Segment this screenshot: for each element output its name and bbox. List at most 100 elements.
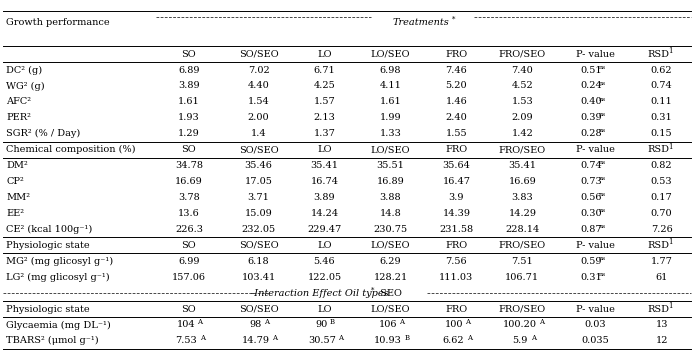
Text: SO/SEO: SO/SEO [238, 145, 279, 154]
Text: *: * [371, 286, 374, 294]
Text: LO/SEO: LO/SEO [371, 241, 410, 250]
Text: FRO: FRO [446, 49, 468, 59]
Text: 0.62: 0.62 [651, 66, 672, 74]
Text: A: A [531, 334, 536, 342]
Text: ns: ns [599, 208, 606, 213]
Text: A: A [468, 334, 473, 342]
Text: FRO: FRO [446, 145, 468, 154]
Text: CP²: CP² [6, 177, 24, 186]
Text: 4.11: 4.11 [380, 82, 401, 90]
Text: 0.73: 0.73 [581, 177, 602, 186]
Text: TBARS² (μmol g⁻¹): TBARS² (μmol g⁻¹) [6, 336, 99, 345]
Text: PER²: PER² [6, 113, 31, 122]
Text: 1.99: 1.99 [380, 113, 401, 122]
Text: 3.88: 3.88 [380, 193, 401, 202]
Text: 35.41: 35.41 [310, 161, 338, 170]
Text: 3.83: 3.83 [511, 193, 533, 202]
Text: 1.46: 1.46 [446, 98, 467, 106]
Text: 90: 90 [315, 320, 328, 329]
Text: 5.46: 5.46 [314, 257, 335, 266]
Text: 0.15: 0.15 [651, 129, 672, 138]
Text: A: A [200, 334, 205, 342]
Text: 122.05: 122.05 [308, 273, 342, 282]
Text: Chemical composition (%): Chemical composition (%) [6, 145, 136, 154]
Text: 0.74: 0.74 [651, 82, 672, 90]
Text: A: A [398, 318, 404, 326]
Text: 1: 1 [667, 238, 672, 246]
Text: 15.09: 15.09 [245, 209, 272, 218]
Text: 7.56: 7.56 [446, 257, 467, 266]
Text: ns: ns [599, 256, 606, 261]
Text: 231.58: 231.58 [439, 225, 473, 234]
Text: MG² (mg glicosyl g⁻¹): MG² (mg glicosyl g⁻¹) [6, 257, 114, 266]
Text: MM²: MM² [6, 193, 30, 202]
Text: A: A [198, 318, 202, 326]
Text: 103.41: 103.41 [241, 273, 276, 282]
Text: FRO/SEO: FRO/SEO [499, 241, 546, 250]
Text: 7.26: 7.26 [651, 225, 672, 234]
Text: 0.51: 0.51 [581, 66, 602, 74]
Text: 106.71: 106.71 [505, 273, 539, 282]
Text: EE²: EE² [6, 209, 24, 218]
Text: SEO: SEO [377, 289, 402, 298]
Text: 229.47: 229.47 [308, 225, 342, 234]
Text: 0.70: 0.70 [651, 209, 672, 218]
Text: 2.40: 2.40 [446, 113, 467, 122]
Text: 1.57: 1.57 [314, 98, 335, 106]
Text: WG² (g): WG² (g) [6, 82, 45, 90]
Text: 16.89: 16.89 [376, 177, 404, 186]
Text: AFC²: AFC² [6, 98, 31, 106]
Text: 3.89: 3.89 [314, 193, 335, 202]
Text: 61: 61 [656, 273, 668, 282]
Text: 157.06: 157.06 [172, 273, 206, 282]
Text: FRO: FRO [446, 304, 468, 314]
Text: 230.75: 230.75 [374, 225, 407, 234]
Text: A: A [539, 318, 544, 326]
Text: P- value: P- value [576, 304, 615, 314]
Text: 3.78: 3.78 [178, 193, 200, 202]
Text: Growth performance: Growth performance [6, 18, 110, 27]
Text: P- value: P- value [576, 145, 615, 154]
Text: 1.54: 1.54 [247, 98, 270, 106]
Text: Treatments: Treatments [392, 18, 449, 27]
Text: LO/SEO: LO/SEO [371, 304, 410, 314]
Text: 7.40: 7.40 [511, 66, 533, 74]
Text: 100.20: 100.20 [502, 320, 536, 329]
Text: 6.18: 6.18 [247, 257, 270, 266]
Text: 0.035: 0.035 [581, 336, 610, 345]
Text: 232.05: 232.05 [241, 225, 276, 234]
Text: 16.47: 16.47 [442, 177, 471, 186]
Text: 35.46: 35.46 [245, 161, 272, 170]
Text: RSD: RSD [647, 49, 669, 59]
Text: 1.37: 1.37 [313, 129, 335, 138]
Text: 6.71: 6.71 [314, 66, 335, 74]
Text: 14.24: 14.24 [310, 209, 339, 218]
Text: 6.99: 6.99 [178, 257, 200, 266]
Text: SO/SEO: SO/SEO [238, 304, 279, 314]
Text: A: A [338, 334, 343, 342]
Text: 4.25: 4.25 [314, 82, 335, 90]
Text: LO/SEO: LO/SEO [371, 145, 410, 154]
Text: 2.09: 2.09 [511, 113, 533, 122]
Text: SO: SO [182, 49, 196, 59]
Text: 14.79: 14.79 [242, 336, 270, 345]
Text: ns: ns [599, 112, 606, 117]
Text: A: A [272, 334, 277, 342]
Text: 0.87: 0.87 [581, 225, 602, 234]
Text: 7.46: 7.46 [446, 66, 467, 74]
Text: 6.98: 6.98 [380, 66, 401, 74]
Text: 1: 1 [667, 142, 672, 151]
Text: 0.31: 0.31 [581, 273, 602, 282]
Text: SO/SEO: SO/SEO [238, 241, 279, 250]
Text: 14.29: 14.29 [509, 209, 536, 218]
Text: 5.20: 5.20 [446, 82, 467, 90]
Text: 14.8: 14.8 [380, 209, 401, 218]
Text: A: A [264, 318, 269, 326]
Text: 0.39: 0.39 [581, 113, 602, 122]
Text: LO: LO [317, 49, 332, 59]
Text: 6.89: 6.89 [178, 66, 200, 74]
Text: RSD: RSD [647, 241, 669, 250]
Text: 111.03: 111.03 [439, 273, 473, 282]
Text: 16.69: 16.69 [175, 177, 203, 186]
Text: FRO/SEO: FRO/SEO [499, 145, 546, 154]
